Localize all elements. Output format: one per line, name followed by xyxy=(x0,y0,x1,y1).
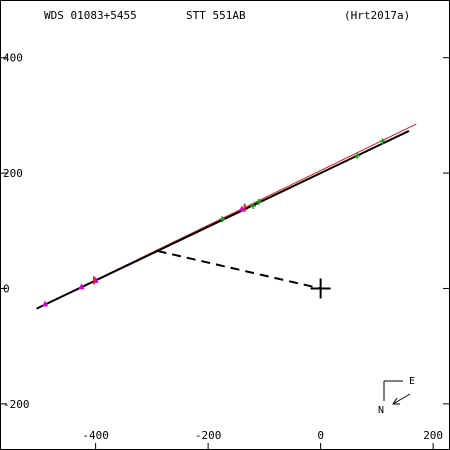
y-tick-label: 200 xyxy=(3,167,23,180)
y-tick-label: -200 xyxy=(3,398,30,411)
star-name: STT 551AB xyxy=(186,9,246,22)
data-marks xyxy=(36,123,417,310)
compass: E N xyxy=(378,376,415,416)
x-tick-label: -200 xyxy=(195,429,222,442)
x-tick-label: 0 xyxy=(317,429,324,442)
y-tick-label: 0 xyxy=(3,282,10,295)
wds-designation: WDS 01083+5455 xyxy=(44,9,137,22)
x-tick-label: 200 xyxy=(423,429,443,442)
compass-arrow-head xyxy=(392,397,400,405)
compass-north-label: N xyxy=(378,405,384,416)
observation-magenta xyxy=(78,283,85,290)
reference-code: (Hrt2017a) xyxy=(344,9,411,22)
compass-arrow-shaft xyxy=(392,393,411,405)
x-tick-label: -400 xyxy=(82,429,109,442)
y-tick-label: 400 xyxy=(3,52,23,65)
axes: -400 -200 0 200 -200 0 200 400 xyxy=(1,52,449,449)
observation-magenta xyxy=(238,205,245,212)
compass-east-label: E xyxy=(409,376,415,387)
periastron-line xyxy=(157,249,321,290)
observation-magenta xyxy=(42,300,48,307)
